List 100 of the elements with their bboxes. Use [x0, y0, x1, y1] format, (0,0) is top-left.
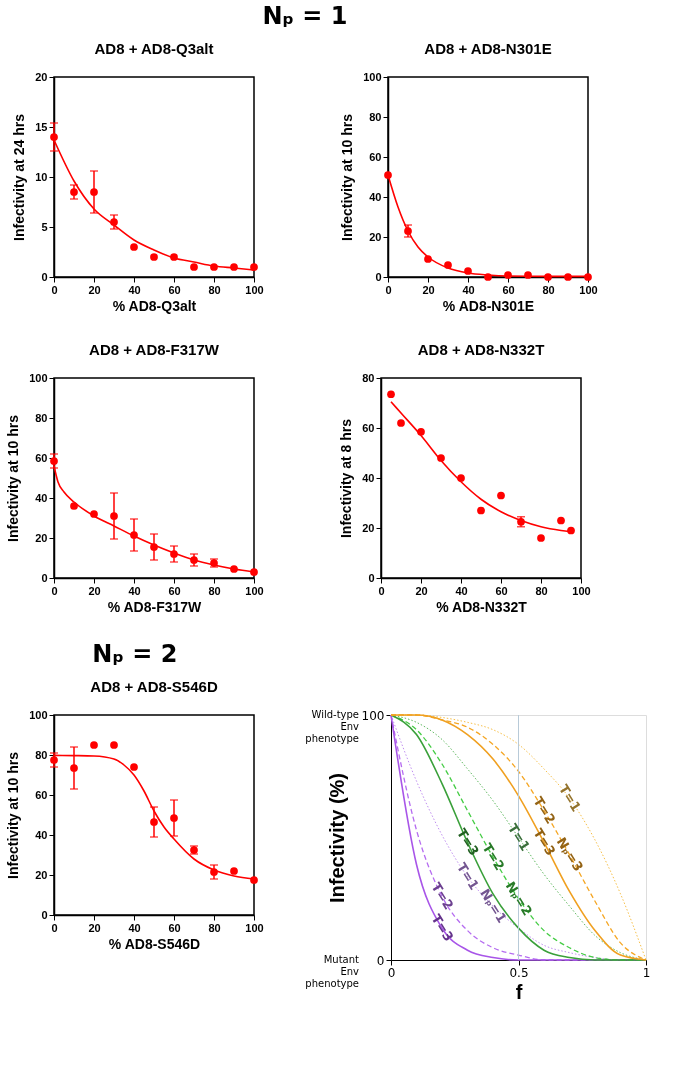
y-tick-label: 100: [361, 708, 385, 723]
x-tick-label: 40: [128, 921, 141, 934]
point: [90, 741, 98, 749]
y-tick-label: 0: [368, 571, 375, 584]
x-tick-label: 60: [168, 921, 181, 934]
x-tick-label: 20: [88, 584, 101, 597]
point: [50, 457, 58, 465]
point: [150, 818, 158, 826]
y-axis-title: Infectivity at 10 hrs: [339, 113, 356, 241]
point: [537, 534, 545, 542]
point: [110, 512, 118, 520]
x-tick-label: 0.5: [509, 965, 529, 980]
y-tick-label: 60: [35, 451, 48, 464]
x-tick-label: 60: [168, 283, 181, 296]
x-tick-label: 40: [128, 283, 141, 296]
y-tick-label: 10: [35, 170, 48, 183]
x-tick-label: 40: [455, 584, 468, 597]
x-axis-title: % AD8-Q3alt: [112, 297, 197, 314]
chart-title: AD8 + AD8-N332T: [417, 341, 545, 358]
point: [70, 188, 78, 196]
x-tick-label: 60: [502, 283, 515, 296]
y-tick-label: 80: [369, 110, 382, 123]
y-tick-label: 100: [29, 708, 48, 721]
x-tick-label: 100: [245, 283, 264, 296]
x-tick-label: 100: [245, 584, 264, 597]
point: [457, 474, 465, 482]
point: [190, 263, 198, 271]
y-tick-label: 20: [35, 531, 48, 544]
x-tick-label: 80: [208, 283, 221, 296]
y-axis-title: Infectivity at 8 hrs: [338, 418, 355, 539]
y-tick-label: 0: [41, 908, 48, 921]
x-axis-title: % AD8-F317W: [107, 598, 203, 615]
y-tick-label: 20: [35, 868, 48, 881]
y-tick-label: 5: [41, 220, 48, 233]
point: [150, 253, 158, 261]
point: [50, 133, 58, 141]
point: [130, 763, 138, 771]
text: Nₚ = 2: [92, 640, 178, 669]
y-tick-label: 60: [35, 788, 48, 801]
y-tick-label: 20: [362, 521, 375, 534]
point: [90, 188, 98, 196]
text: Wild-type Env phenotype: [305, 709, 360, 744]
y-tick-label: 60: [369, 150, 382, 163]
text: Nₚ = 1: [262, 2, 348, 31]
x-axis-title: % AD8-S546D: [108, 935, 201, 952]
x-tick-label: 20: [415, 584, 428, 597]
y-tick-label: 0: [41, 571, 48, 584]
point: [557, 516, 565, 525]
y-tick-label: 100: [363, 70, 382, 83]
y-tick-label: 0: [375, 270, 382, 283]
y-axis-title: Infectivity at 24 hrs: [11, 113, 28, 241]
point: [384, 171, 392, 179]
point: [70, 502, 78, 510]
y-tick-label: 0: [376, 953, 385, 968]
x-tick-label: 80: [208, 921, 221, 934]
x-tick-label: 100: [245, 921, 264, 934]
chart-title: AD8 + AD8-Q3alt: [94, 40, 214, 57]
x-tick-label: 0: [387, 965, 396, 980]
y-tick-label: 80: [35, 748, 48, 761]
point: [477, 506, 485, 515]
x-tick-label: 40: [462, 283, 475, 296]
y-axis-title: Infectivity (%): [325, 772, 348, 904]
x-axis-title: f: [515, 980, 523, 1003]
y-tick-label: 40: [35, 491, 48, 504]
x-tick-label: 80: [542, 283, 555, 296]
x-tick-label: 40: [128, 584, 141, 597]
x-tick-label: 0: [51, 921, 58, 934]
x-tick-label: 0: [51, 584, 58, 597]
y-tick-label: 100: [29, 371, 48, 384]
point: [110, 741, 118, 749]
point: [497, 491, 505, 500]
x-tick-label: 20: [88, 921, 101, 934]
point: [250, 568, 258, 576]
point: [170, 814, 178, 822]
x-tick-label: 100: [579, 283, 598, 296]
y-tick-label: 0: [41, 270, 48, 283]
x-axis-title: % AD8-N301E: [442, 297, 535, 314]
point: [387, 390, 395, 399]
x-tick-label: 60: [495, 584, 508, 597]
x-tick-label: 20: [88, 283, 101, 296]
text: Mutant Env phenotype: [305, 954, 360, 989]
x-tick-label: 0: [51, 283, 58, 296]
point: [250, 876, 258, 884]
point: [397, 419, 405, 427]
y-tick-label: 15: [35, 120, 48, 133]
point: [50, 756, 58, 764]
point: [70, 764, 78, 772]
x-tick-label: 60: [168, 584, 181, 597]
y-tick-label: 60: [362, 421, 375, 434]
chart-title: AD8 + AD8-S546D: [90, 678, 218, 695]
x-tick-label: 1: [642, 965, 651, 980]
y-tick-label: 80: [35, 411, 48, 424]
y-tick-label: 80: [362, 371, 375, 384]
point: [544, 273, 552, 281]
x-tick-label: 100: [572, 584, 591, 597]
point: [130, 243, 138, 251]
point: [567, 526, 575, 535]
y-tick-label: 20: [35, 70, 48, 83]
x-tick-label: 80: [208, 584, 221, 597]
y-tick-label: 40: [369, 190, 382, 203]
